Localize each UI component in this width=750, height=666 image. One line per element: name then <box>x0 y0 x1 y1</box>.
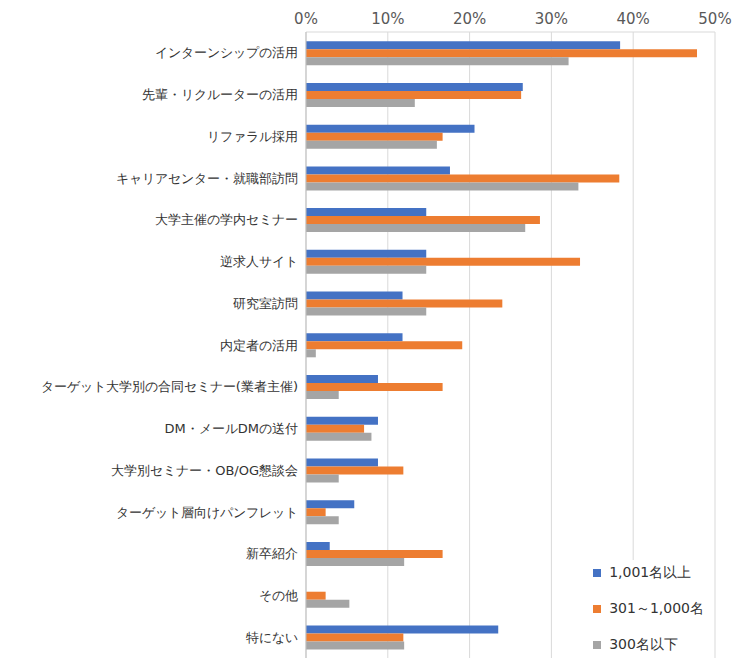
svg-text:50%: 50% <box>698 10 731 28</box>
svg-text:逆求人サイト: 逆求人サイト <box>220 254 298 269</box>
svg-text:キャリアセンター・就職部訪問: キャリアセンター・就職部訪問 <box>116 171 298 186</box>
svg-text:リファラル採用: リファラル採用 <box>207 129 298 144</box>
svg-text:その他: その他 <box>259 588 298 603</box>
svg-text:DM・メールDMの送付: DM・メールDMの送付 <box>165 421 298 436</box>
svg-text:大学主催の学内セミナー: 大学主催の学内セミナー <box>155 212 298 227</box>
svg-text:内定者の活用: 内定者の活用 <box>220 338 298 353</box>
svg-text:30%: 30% <box>535 10 568 28</box>
svg-text:ターゲット層向けパンフレット: ターゲット層向けパンフレット <box>116 505 298 520</box>
svg-text:10%: 10% <box>371 10 404 28</box>
html-text:301～1,000名: 301～1,000名 <box>609 600 704 616</box>
html-text:1,001名以上: 1,001名以上 <box>609 564 692 580</box>
svg-text:20%: 20% <box>453 10 486 28</box>
svg-text:特にない: 特にない <box>246 630 298 645</box>
svg-text:新卒紹介: 新卒紹介 <box>246 546 298 561</box>
svg-text:インターンシップの活用: インターンシップの活用 <box>155 45 298 60</box>
svg-text:研究室訪問: 研究室訪問 <box>233 296 298 311</box>
svg-text:大学別セミナー・OB/OG懇談会: 大学別セミナー・OB/OG懇談会 <box>111 463 298 478</box>
svg-text:先輩・リクルーターの活用: 先輩・リクルーターの活用 <box>142 87 298 102</box>
svg-text:40%: 40% <box>617 10 650 28</box>
html-text:300名以下: 300名以下 <box>609 636 678 652</box>
svg-text:ターゲット大学別の合同セミナー(業者主催): ターゲット大学別の合同セミナー(業者主催) <box>41 379 298 394</box>
svg-text:0%: 0% <box>294 10 318 28</box>
